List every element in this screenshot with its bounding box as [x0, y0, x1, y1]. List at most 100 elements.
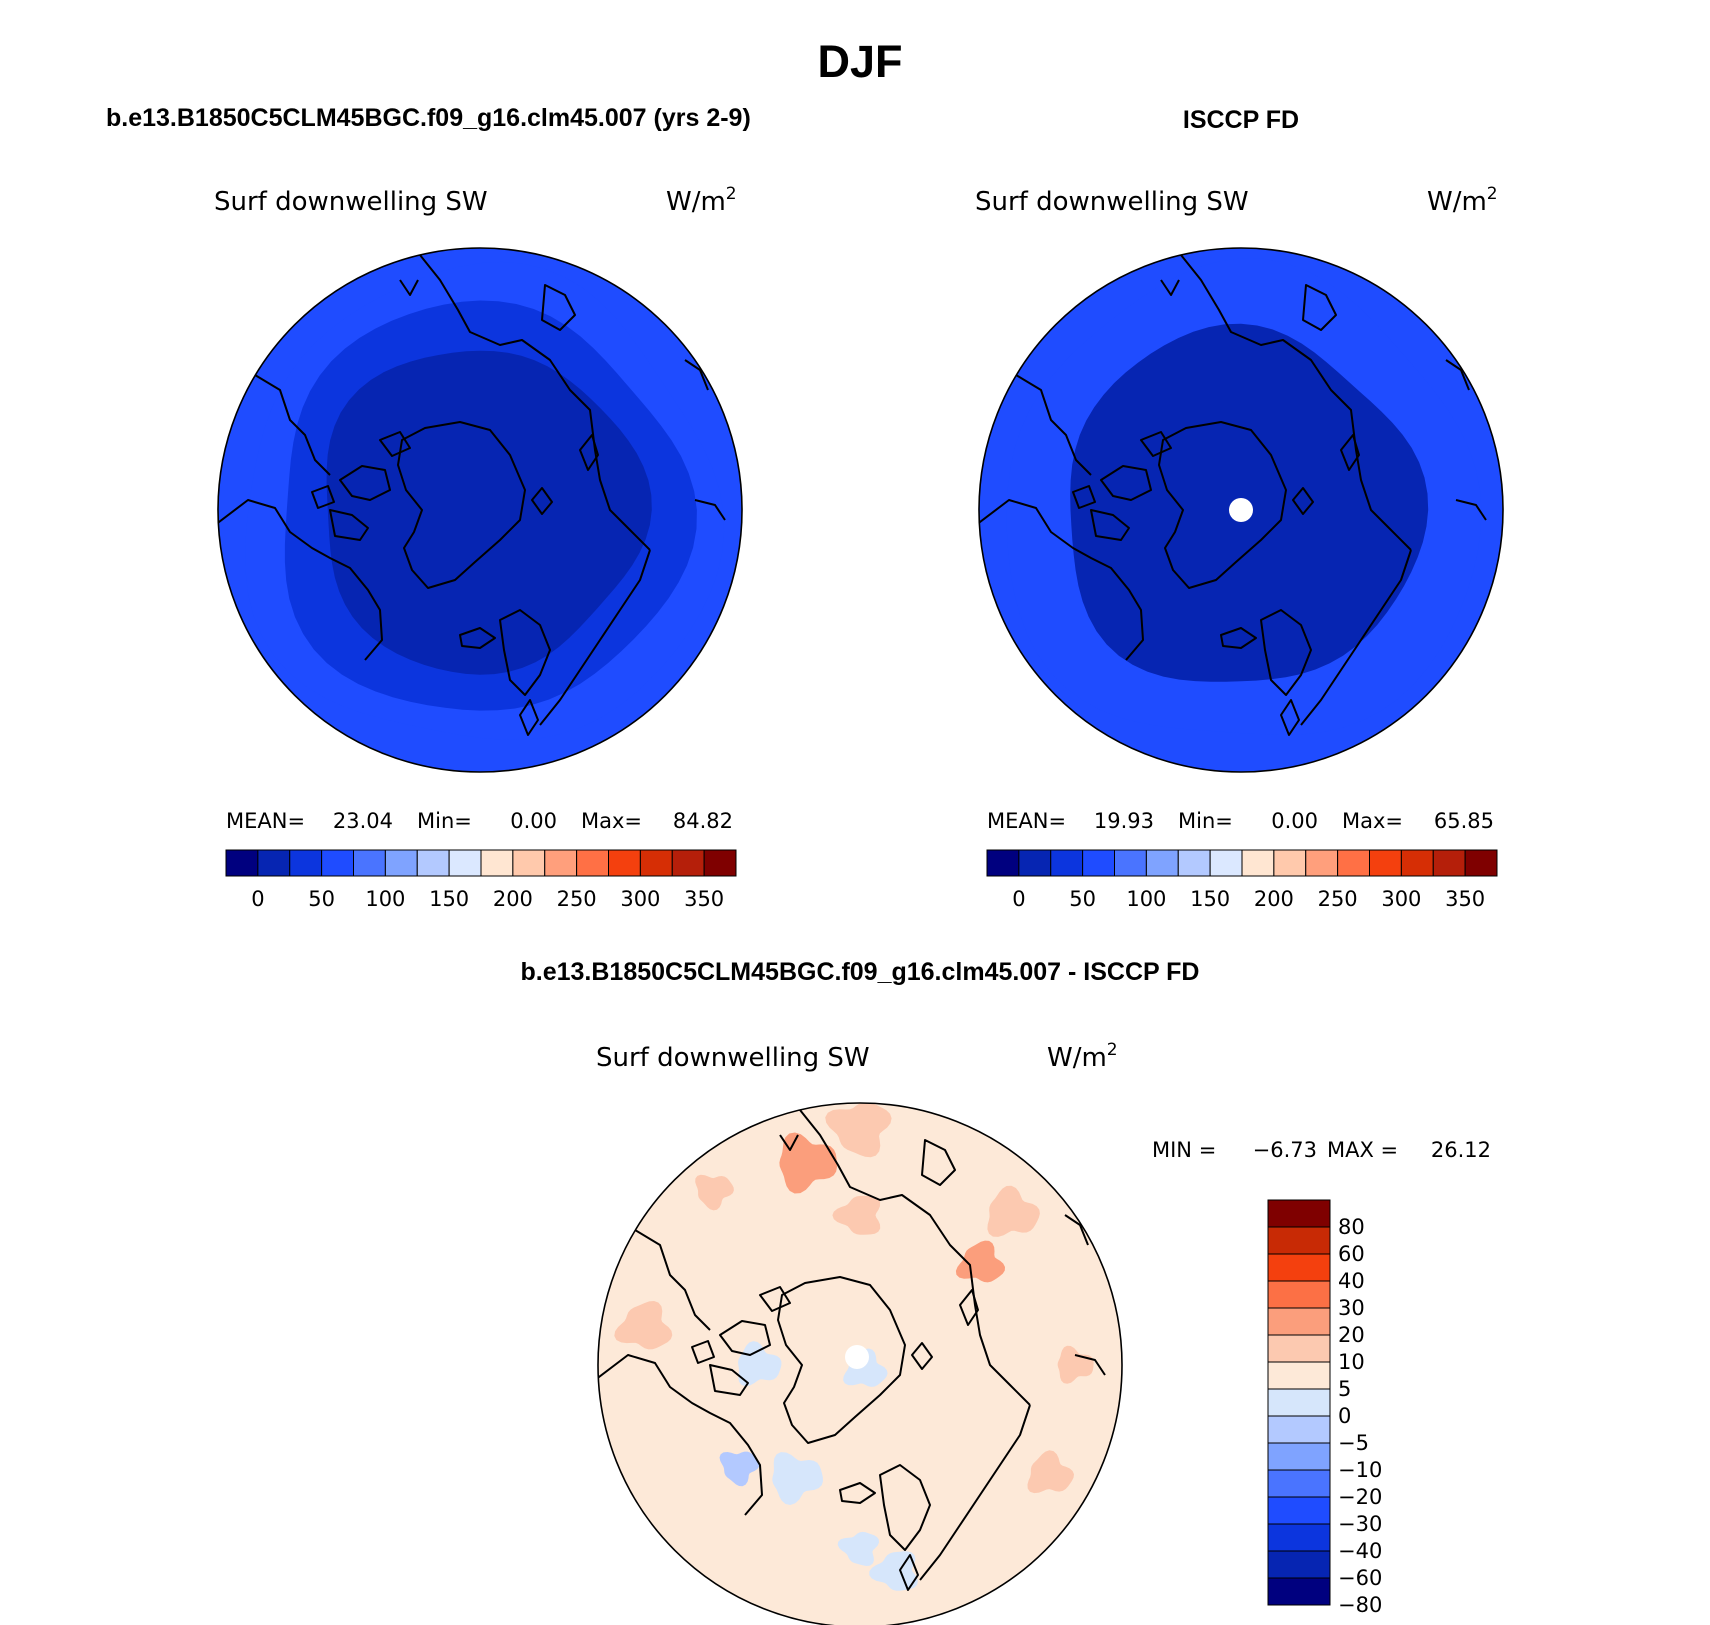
colorbar-tick-label: −20	[1338, 1485, 1382, 1509]
coastline-segment	[1280, 699, 1300, 736]
coastline	[598, 1109, 1106, 1591]
coastline-segment	[1302, 284, 1337, 331]
colorbar-box	[1305, 849, 1339, 877]
colorbar-box	[1050, 849, 1084, 877]
shade-patch	[614, 1301, 673, 1350]
colorbar-box	[608, 849, 641, 877]
panel-model-map-border	[217, 247, 743, 773]
panel-diff-min-label: MIN =	[1152, 1138, 1216, 1162]
colorbar-box	[1209, 849, 1243, 877]
colorbar-tick-label: 150	[429, 887, 469, 911]
coastline-segment	[218, 499, 383, 661]
colorbar-box	[1114, 849, 1147, 877]
panel-diff-map	[598, 1103, 1122, 1625]
coastline-segment	[709, 1364, 749, 1396]
colorbar-box	[1267, 1388, 1331, 1417]
colorbar-box	[1400, 849, 1434, 877]
panel-obs-min-value: 0.00	[1271, 809, 1318, 833]
colorbar-tick-label: 50	[308, 887, 335, 911]
colorbar-box	[1337, 849, 1370, 877]
coastline-segment	[1455, 499, 1487, 521]
colorbar-tick-label: −30	[1338, 1512, 1382, 1536]
shade-patch	[1027, 1450, 1074, 1494]
colorbar-box	[1267, 1523, 1331, 1552]
shade-band	[326, 350, 652, 675]
panel-model: b.e13.B1850C5CLM45BGC.f09_g16.clm45.007 …	[106, 104, 751, 911]
colorbar-box	[321, 849, 354, 877]
panel-obs-max-value: 65.85	[1434, 809, 1494, 833]
coastline-segment	[1140, 431, 1172, 457]
coastline-segment	[1072, 485, 1096, 509]
colorbar-box	[1464, 849, 1498, 877]
coastline-segment	[379, 431, 411, 457]
colorbar-box	[639, 849, 673, 877]
coastline-segment	[1445, 359, 1470, 391]
panel-model-max-label: Max=	[581, 809, 642, 833]
coastline-segment	[579, 434, 599, 471]
coastline-segment	[311, 485, 335, 509]
colorbar-box	[1082, 849, 1115, 877]
colorbar-tick-label: 200	[493, 887, 533, 911]
shade-patch	[955, 1240, 1005, 1283]
colorbar-tick-label: 20	[1338, 1323, 1365, 1347]
coastline-segment	[1160, 279, 1180, 296]
panel-model-mean-label: MEAN=	[226, 809, 305, 833]
colorbar-tick-label: 250	[1318, 887, 1358, 911]
panel-obs-map-border	[978, 247, 1504, 773]
figure-title: DJF	[817, 36, 902, 87]
colorbar-box	[1267, 1334, 1331, 1363]
colorbar-box	[1267, 1469, 1331, 1498]
colorbar-tick-label: −5	[1338, 1431, 1369, 1455]
coastline-segment	[1220, 627, 1257, 649]
coastline-segment	[1158, 421, 1287, 589]
colorbar-box	[1267, 1253, 1331, 1282]
coastline	[218, 254, 726, 736]
missing-data-pole	[845, 1345, 869, 1369]
coastline-segment	[1090, 509, 1130, 541]
colorbar-tick-label: −80	[1338, 1593, 1382, 1617]
colorbar-tick-label: 300	[1381, 887, 1421, 911]
coastline-segment	[777, 1276, 906, 1444]
colorbar-box	[1177, 849, 1211, 877]
panel-model-title: b.e13.B1850C5CLM45BGC.f09_g16.clm45.007 …	[106, 104, 751, 132]
panel-obs-stats: MEAN= 19.93 Min= 0.00 Max= 65.85	[987, 809, 1494, 833]
coastline-segment	[899, 1554, 919, 1591]
colorbar-tick-label: 0	[1338, 1404, 1351, 1428]
panel-diff: b.e13.B1850C5CLM45BGC.f09_g16.clm45.007 …	[520, 958, 1491, 1625]
panel-obs-field-label: Surf downwelling SW	[975, 187, 1249, 217]
colorbar-tick-label: 250	[557, 887, 597, 911]
colorbar-box	[1267, 1550, 1331, 1579]
coastline-segment	[519, 699, 539, 736]
shade-patch	[719, 1451, 760, 1487]
missing-data-pole	[1229, 498, 1253, 522]
coastline-segment	[1064, 1214, 1089, 1246]
colorbar-box	[225, 849, 259, 877]
colorbar-box	[1273, 849, 1307, 877]
coastline	[979, 254, 1487, 736]
colorbar-tick-label: 40	[1338, 1269, 1365, 1293]
colorbar-tick-label: 30	[1338, 1296, 1365, 1320]
coastline-segment	[339, 465, 391, 501]
panel-model-units: W/m2	[666, 184, 737, 217]
panel-obs: ISCCP FD Surf downwelling SW W/m2	[975, 106, 1504, 911]
coastline-segment	[759, 1286, 791, 1312]
coastline-segment	[799, 1109, 1031, 1406]
shade-patch	[779, 1132, 837, 1194]
colorbar-box	[1267, 1307, 1331, 1336]
shade-patch	[987, 1185, 1040, 1237]
panel-diff-max-value: 26.12	[1431, 1138, 1491, 1162]
shade-patch	[695, 1174, 734, 1211]
coastline-segment	[694, 499, 726, 521]
colorbar-box	[480, 849, 514, 877]
panel-diff-colorbar: 80 60 40 30 20 10 5 0 −5 −10 −20 −30 −40 −60 −80	[1267, 1199, 1382, 1617]
colorbar-box	[257, 849, 291, 877]
colorbar-tick-label: 150	[1190, 887, 1230, 911]
panel-model-colorbar: 0 50 100 150 200 250 300 350	[225, 849, 737, 911]
colorbar-tick-label: 10	[1338, 1350, 1365, 1374]
panel-diff-units: W/m2	[1047, 1040, 1118, 1073]
coastline-segment	[839, 1482, 876, 1504]
panel-diff-stats: MIN = −6.73 MAX = 26.12	[1152, 1138, 1491, 1162]
shade-patch	[1057, 1345, 1094, 1384]
coastline-segment	[399, 279, 419, 296]
